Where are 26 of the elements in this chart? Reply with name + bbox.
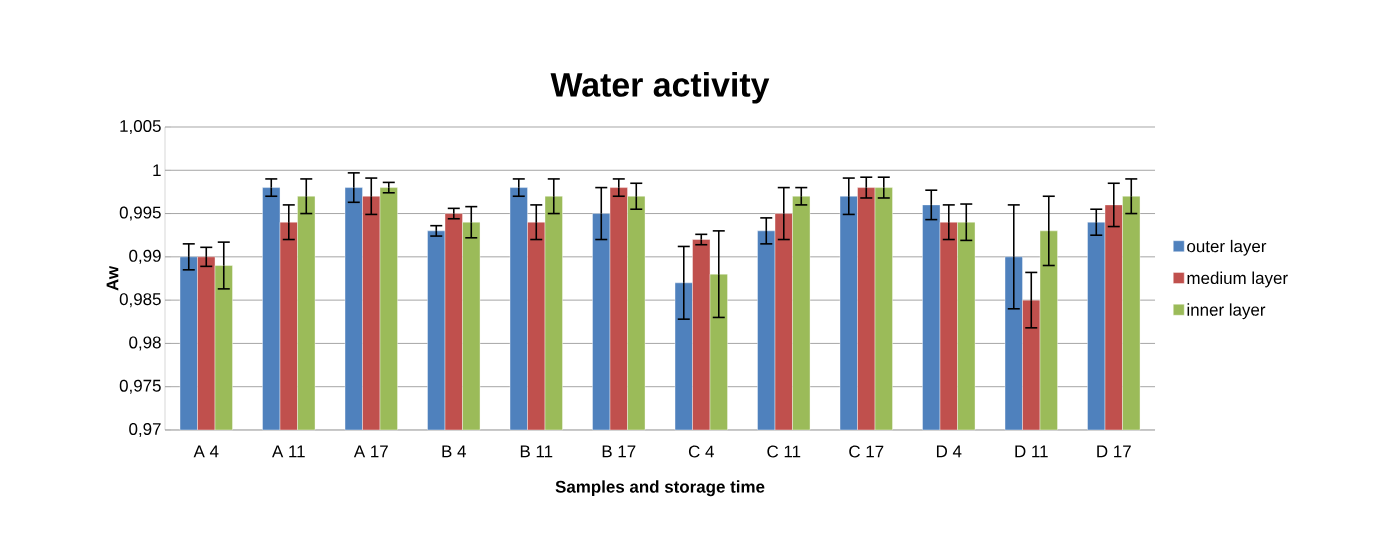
x-tick-label: C 17 [849, 445, 884, 458]
x-tick-label: A 17 [353, 445, 388, 458]
y-tick-label: 0,995 [119, 206, 161, 221]
legend-label: inner layer [1187, 303, 1266, 320]
chart-title: Water activity [550, 71, 770, 104]
x-tick-label: C 4 [688, 445, 714, 458]
y-axis-title: Aw [106, 265, 119, 291]
y-tick-label: 0,985 [119, 293, 161, 308]
y-tick-label: 1 [153, 164, 161, 177]
y-tick-label: 0,975 [119, 379, 161, 394]
legend-label: medium layer [1187, 271, 1288, 288]
x-tick-label: C 11 [767, 445, 801, 458]
x-tick-label: D 11 [1015, 445, 1048, 458]
x-tick-label: A 4 [193, 445, 219, 458]
x-tick-label: D 4 [936, 445, 962, 458]
y-tick-label: 0,99 [129, 249, 161, 264]
x-tick-label: B 11 [520, 445, 553, 458]
y-tick-label: 0,98 [129, 336, 161, 351]
x-axis-title: Samples and storage time [555, 480, 765, 497]
x-tick-label: B 4 [442, 445, 466, 458]
y-tick-label: 1,005 [120, 119, 161, 134]
x-tick-label: B 17 [602, 445, 636, 458]
x-tick-label: D 17 [1097, 445, 1131, 458]
y-tick-label: 0,97 [129, 422, 161, 437]
legend-label: outer layer [1187, 239, 1267, 256]
x-tick-label: A 11 [272, 445, 305, 458]
